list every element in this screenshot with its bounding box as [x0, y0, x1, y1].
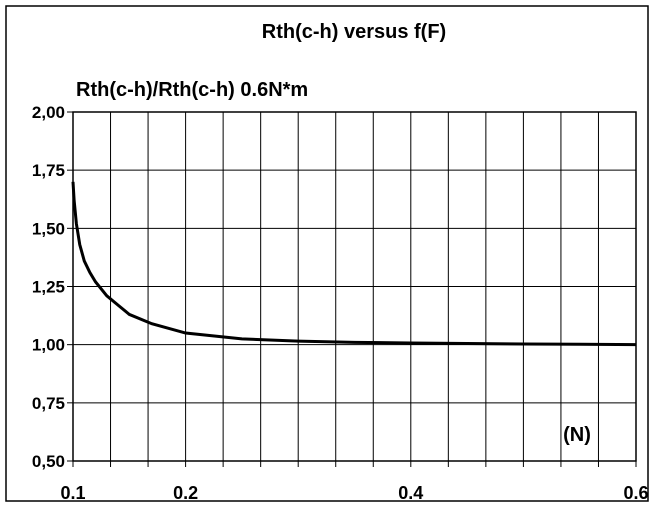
- y-tick-labels: 2,00 1,75 1,50 1,25 1,00 0,75 0,50: [32, 103, 65, 471]
- y-tick-label: 1,50: [32, 219, 65, 238]
- grid-lines: [67, 111, 637, 467]
- x-tick-label: 0.6: [623, 483, 648, 503]
- x-tick-labels: 0.1 0.2 0.4 0.6: [60, 483, 648, 503]
- x-tick-label: 0.1: [60, 483, 85, 503]
- y-tick-label: 0,75: [32, 394, 65, 413]
- y-tick-label: 0,50: [32, 452, 65, 471]
- series-layer: [71, 181, 637, 347]
- y-tick-label: 1,75: [32, 161, 65, 180]
- chart-title: Rth(c-h) versus f(F): [262, 21, 446, 43]
- x-tick-label: 0.4: [398, 483, 423, 503]
- series-line: [71, 181, 637, 347]
- y-axis-label: Rth(c-h)/Rth(c-h) 0.6N*m: [76, 79, 308, 101]
- y-tick-label: 1,00: [32, 336, 65, 355]
- x-tick-label: 0.2: [173, 483, 198, 503]
- chart-frame: [5, 5, 649, 502]
- plot-area-border: [72, 111, 637, 462]
- x-axis-label: (N): [563, 424, 591, 446]
- y-tick-label: 1,25: [32, 278, 65, 297]
- y-tick-label: 2,00: [32, 103, 65, 122]
